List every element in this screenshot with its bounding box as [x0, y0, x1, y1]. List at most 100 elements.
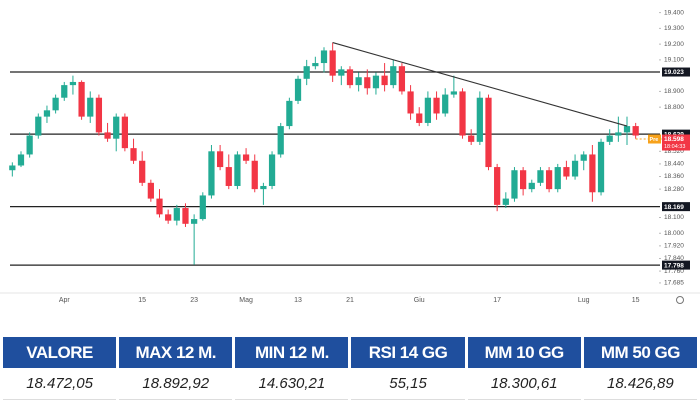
- candle-body: [294, 78, 302, 101]
- price-box: [662, 134, 690, 151]
- candle-body: [216, 151, 224, 168]
- candle-body: [623, 126, 631, 133]
- candle-body: [52, 97, 59, 111]
- y-tick-label: 18.100: [664, 214, 684, 221]
- level-tag: [662, 67, 690, 77]
- candle-body: [208, 151, 215, 196]
- y-tick-label: 18.440: [664, 161, 684, 168]
- candle-body: [225, 167, 232, 186]
- candle-body: [407, 91, 414, 114]
- candle-body: [303, 66, 310, 79]
- countdown: 18:04:33: [664, 144, 685, 150]
- x-tick-label: 23: [190, 297, 198, 304]
- candle-body: [606, 135, 613, 142]
- x-tick-label: Giu: [414, 297, 425, 304]
- price-prefix: Pre: [650, 137, 659, 143]
- candle-body: [615, 132, 622, 136]
- candle-body: [35, 116, 42, 136]
- candle-body: [312, 63, 319, 67]
- candle-body: [61, 85, 68, 98]
- y-tick-label: 18.800: [664, 104, 684, 111]
- candle-body: [511, 170, 518, 199]
- x-tick-label: Apr: [59, 297, 71, 304]
- candle-body: [78, 81, 85, 117]
- y-tick-label: 17.920: [664, 243, 684, 250]
- cell: 18.426,89: [583, 368, 697, 400]
- candle-body: [390, 66, 397, 86]
- candle-body: [173, 208, 180, 221]
- level-tag: [662, 260, 690, 270]
- column-header: RSI 14 GG: [351, 337, 465, 368]
- candle-body: [398, 66, 406, 92]
- y-tick-label: 17.760: [664, 268, 684, 275]
- candle-body: [571, 160, 579, 177]
- column-header: MM 50 GG: [583, 337, 697, 368]
- candle-body: [95, 97, 103, 133]
- y-tick-label: 19.200: [664, 41, 684, 48]
- candle-body: [459, 91, 466, 136]
- price-label: 18.598: [664, 136, 684, 143]
- candle-body: [87, 97, 94, 117]
- y-tick-label: 19.300: [664, 25, 684, 32]
- level-label: 17.798: [664, 262, 684, 269]
- candle-body: [554, 167, 561, 190]
- candle-body: [17, 154, 25, 166]
- candle-body: [632, 126, 639, 136]
- y-tick-label: 17.840: [664, 255, 684, 262]
- y-tick-label: 18.280: [664, 186, 684, 193]
- cell: 14.630,21: [235, 368, 349, 400]
- candle-body: [580, 154, 587, 161]
- x-tick-label: 15: [138, 297, 146, 304]
- x-tick-label: 13: [294, 297, 302, 304]
- candle-body: [69, 81, 77, 86]
- stats-table: VALORE MAX 12 M. MIN 12 M. RSI 14 GG MM 10 G…: [0, 337, 700, 400]
- candle-body: [268, 154, 276, 186]
- price-prefix-box: [648, 134, 661, 144]
- candle-body: [528, 182, 535, 190]
- candle-body: [355, 77, 362, 86]
- candle-body: [338, 69, 345, 76]
- candle-body: [320, 50, 328, 64]
- candle-body: [494, 167, 501, 205]
- candle-body: [130, 148, 137, 161]
- candle-body: [364, 77, 371, 89]
- y-tick-label: 19.400: [664, 9, 684, 16]
- y-tick-label: 18.360: [664, 173, 684, 180]
- candle-body: [346, 69, 354, 86]
- x-tick-label: 15: [632, 297, 640, 304]
- candle-body: [563, 167, 570, 177]
- candle-body: [191, 219, 198, 224]
- column-header: VALORE: [3, 337, 117, 368]
- table-header: VALORE MAX 12 M. MIN 12 M. RSI 14 GG MM 10 G…: [3, 337, 697, 368]
- table-row: 18.472,05 18.892,92 14.630,21 55,15 18.300,6…: [3, 368, 697, 400]
- y-tick-label: 19.100: [664, 57, 684, 64]
- candle-body: [476, 97, 483, 142]
- candle-body: [286, 100, 293, 127]
- settings-icon[interactable]: [676, 296, 684, 304]
- candle-body: [545, 170, 553, 190]
- candle-body: [424, 97, 432, 123]
- candle-body: [433, 97, 440, 114]
- candle-body: [9, 165, 16, 171]
- cell: 18.472,05: [3, 368, 117, 400]
- candle-body: [242, 154, 250, 161]
- candle-body: [113, 116, 120, 139]
- level-tag: [662, 202, 690, 212]
- candle-body: [43, 110, 51, 117]
- candle-body: [260, 185, 267, 190]
- candle-body: [199, 195, 206, 220]
- candle-body: [277, 126, 284, 155]
- candle-body: [468, 135, 475, 142]
- column-header: MAX 12 M.: [119, 337, 233, 368]
- candle-body: [485, 97, 492, 168]
- candle-body: [251, 160, 258, 190]
- y-tick-label: 18.900: [664, 88, 684, 95]
- candle-body: [520, 170, 527, 190]
- candle-body: [597, 141, 605, 193]
- candle-body: [147, 182, 154, 199]
- chart: 19.400 19.300 19.200 19.100 18.900 18.800 18.5…: [0, 9, 700, 304]
- x-tick-label: 21: [346, 297, 354, 304]
- candle-body: [139, 160, 146, 183]
- candle-body: [26, 135, 33, 155]
